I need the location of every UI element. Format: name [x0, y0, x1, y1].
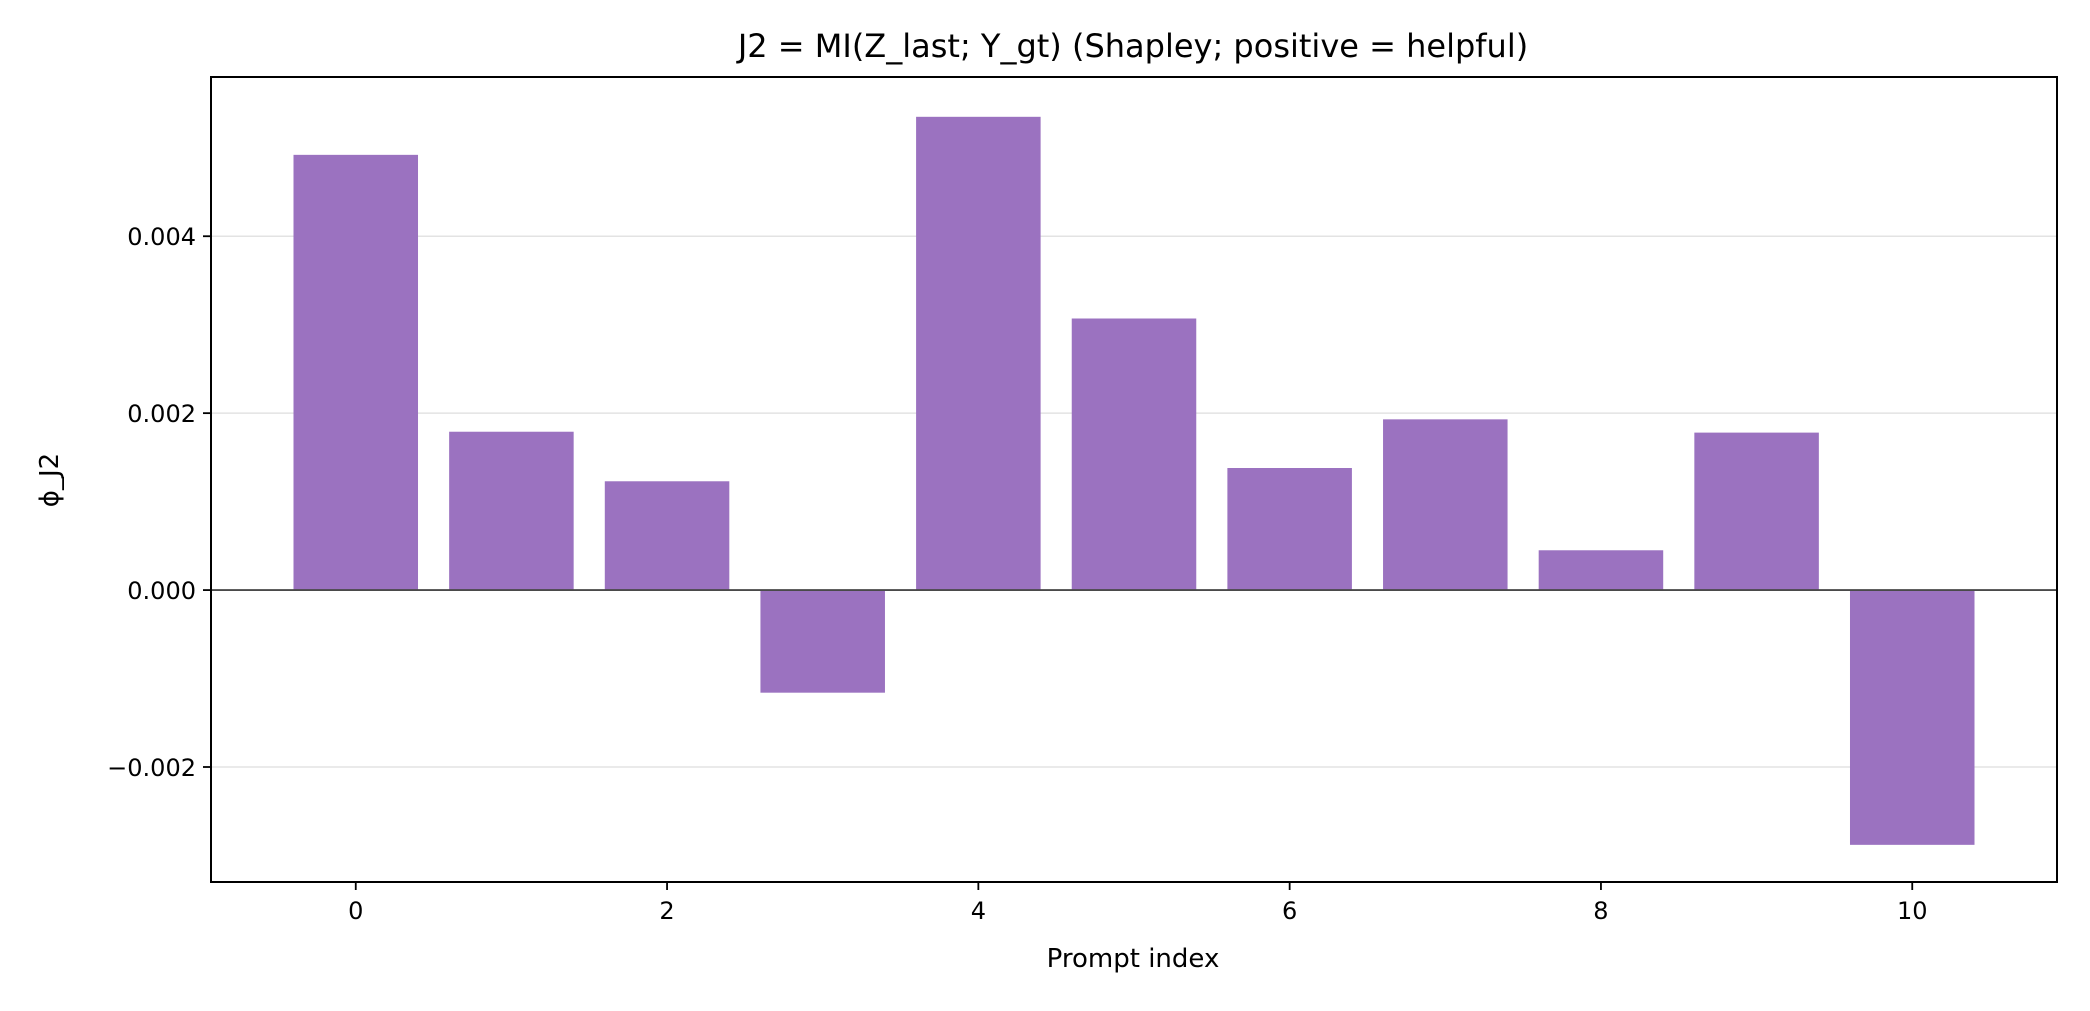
bar-prompt-0 [293, 154, 419, 591]
x-tick-label: 4 [971, 897, 986, 925]
x-tick-label: 6 [1282, 897, 1297, 925]
bars [293, 116, 1975, 845]
bar-prompt-5 [1071, 318, 1197, 591]
x-tick-label: 0 [348, 897, 363, 925]
x-axis-ticks: 0 2 4 6 8 10 [348, 882, 1928, 925]
bar-prompt-1 [449, 431, 574, 591]
plot-frame [210, 76, 2058, 883]
bar-prompt-3 [760, 590, 885, 693]
y-tick-label: 0.004 [127, 223, 196, 251]
y-tick-label: 0.000 [127, 577, 196, 605]
bar-prompt-9 [1694, 432, 1819, 591]
y-axis-label: ϕ_J2 [35, 453, 65, 507]
x-tick-label: 10 [1897, 897, 1928, 925]
bar-prompt-7 [1383, 419, 1508, 591]
x-tick-label: 2 [659, 897, 674, 925]
x-axis-label: Prompt index [1047, 944, 1220, 974]
bar-prompt-6 [1227, 468, 1352, 591]
y-tick-label: −0.002 [107, 754, 196, 782]
x-tick-label: 8 [1593, 897, 1608, 925]
y-axis-ticks: −0.002 0.000 0.002 0.004 [107, 223, 211, 782]
chart-title: J2 = MI(Z_last; Y_gt) (Shapley; positive… [736, 27, 1528, 65]
bar-prompt-10 [1849, 590, 1975, 845]
bar-prompt-8 [1538, 550, 1664, 591]
bar-prompt-4 [916, 116, 1041, 591]
y-tick-label: 0.002 [127, 400, 196, 428]
bar-prompt-2 [604, 481, 730, 591]
